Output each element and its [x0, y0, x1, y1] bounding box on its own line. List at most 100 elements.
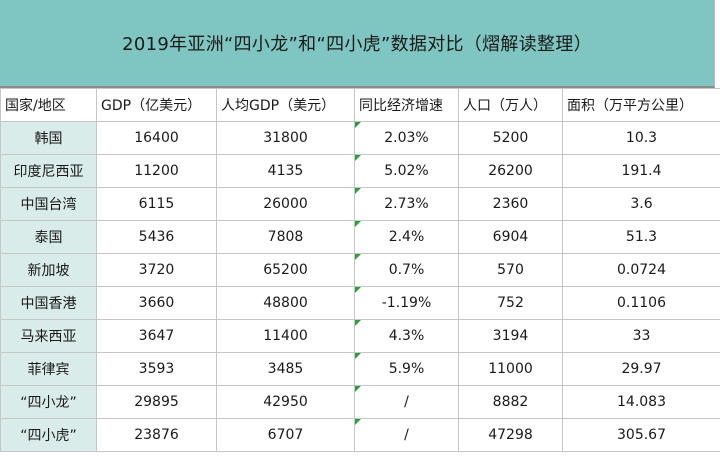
- cell-gdp[interactable]: 3593: [96, 352, 217, 386]
- title-cell[interactable]: 2019年亚洲“四小龙”和“四小虎”数据对比（熠解读整理）: [0, 0, 715, 88]
- cell-gdp-per-capita[interactable]: 11400: [216, 319, 355, 353]
- cell-growth-rate[interactable]: 2.03%: [354, 121, 459, 155]
- cell-growth-rate[interactable]: 5.02%: [354, 154, 459, 188]
- cell-population[interactable]: 2360: [458, 187, 563, 221]
- cell-area[interactable]: 0.1106: [562, 286, 720, 320]
- table-row: 新加坡 3720 65200 0.7% 570 0.0724: [0, 253, 720, 287]
- cell-value: 47298: [488, 427, 533, 443]
- cell-gdp-per-capita[interactable]: 3485: [216, 352, 355, 386]
- cell-gdp-per-capita[interactable]: 4135: [216, 154, 355, 188]
- cell-area[interactable]: 51.3: [562, 220, 720, 254]
- cell-growth-rate[interactable]: 2.73%: [354, 187, 459, 221]
- cell-value: 305.67: [617, 427, 666, 443]
- cell-value: 新加坡: [27, 263, 70, 279]
- cell-region[interactable]: 韩国: [0, 121, 97, 155]
- cell-value: 11000: [488, 361, 533, 377]
- cell-gdp[interactable]: 16400: [96, 121, 217, 155]
- cell-area[interactable]: 33: [562, 319, 720, 353]
- cell-gdp-per-capita[interactable]: 48800: [216, 286, 355, 320]
- header-gdp[interactable]: GDP（亿美元）: [96, 88, 217, 122]
- cell-gdp[interactable]: 6115: [96, 187, 217, 221]
- cell-gdp-per-capita[interactable]: 42950: [216, 385, 355, 419]
- cell-value: 3194: [492, 328, 529, 344]
- comment-marker-icon: [355, 155, 361, 161]
- cell-region[interactable]: 中国台湾: [0, 187, 97, 221]
- cell-value: 6115: [138, 196, 175, 212]
- cell-area[interactable]: 29.97: [562, 352, 720, 386]
- cell-gdp[interactable]: 11200: [96, 154, 217, 188]
- cell-region[interactable]: 菲律宾: [0, 352, 97, 386]
- cell-area[interactable]: 305.67: [562, 418, 720, 452]
- cell-value: 29.97: [621, 361, 662, 377]
- header-population[interactable]: 人口（万人）: [458, 88, 563, 122]
- cell-region[interactable]: 马来西亚: [0, 319, 97, 353]
- cell-population[interactable]: 3194: [458, 319, 563, 353]
- cell-growth-rate[interactable]: -1.19%: [354, 286, 459, 320]
- cell-region[interactable]: “四小虎”: [0, 418, 97, 452]
- table-row: 中国香港 3660 48800 -1.19% 752 0.1106: [0, 286, 720, 320]
- cell-gdp-per-capita[interactable]: 31800: [216, 121, 355, 155]
- cell-gdp[interactable]: 3647: [96, 319, 217, 353]
- cell-value: 4135: [267, 163, 304, 179]
- header-gdp-per-capita[interactable]: 人均GDP（美元）: [216, 88, 355, 122]
- cell-value: /: [404, 394, 409, 410]
- cell-value: 印度尼西亚: [13, 164, 84, 180]
- cell-value: 3660: [138, 295, 175, 311]
- cell-region[interactable]: 泰国: [0, 220, 97, 254]
- cell-value: 泰国: [34, 230, 63, 246]
- cell-growth-rate[interactable]: 5.9%: [354, 352, 459, 386]
- comment-marker-icon: [355, 221, 361, 227]
- cell-population[interactable]: 47298: [458, 418, 563, 452]
- comment-marker-icon: [355, 122, 361, 128]
- cell-population[interactable]: 8882: [458, 385, 563, 419]
- cell-area[interactable]: 3.6: [562, 187, 720, 221]
- cell-population[interactable]: 752: [458, 286, 563, 320]
- cell-population[interactable]: 26200: [458, 154, 563, 188]
- cell-gdp-per-capita[interactable]: 7808: [216, 220, 355, 254]
- table-row: 泰国 5436 7808 2.4% 6904 51.3: [0, 220, 720, 254]
- cell-value: 5200: [492, 130, 529, 146]
- table-row: 韩国 16400 31800 2.03% 5200 10.3: [0, 121, 720, 155]
- cell-value: 3.6: [630, 196, 653, 212]
- cell-value: 3647: [138, 328, 175, 344]
- cell-growth-rate[interactable]: 2.4%: [354, 220, 459, 254]
- cell-value: 11200: [134, 163, 179, 179]
- cell-gdp[interactable]: 3660: [96, 286, 217, 320]
- cell-gdp-per-capita[interactable]: 26000: [216, 187, 355, 221]
- cell-growth-rate[interactable]: /: [354, 418, 459, 452]
- cell-gdp[interactable]: 5436: [96, 220, 217, 254]
- comment-marker-icon: [355, 419, 361, 425]
- cell-population[interactable]: 11000: [458, 352, 563, 386]
- cell-gdp[interactable]: 29895: [96, 385, 217, 419]
- cell-region[interactable]: 新加坡: [0, 253, 97, 287]
- cell-value: 2.4%: [388, 229, 425, 245]
- cell-area[interactable]: 14.083: [562, 385, 720, 419]
- cell-growth-rate[interactable]: 0.7%: [354, 253, 459, 287]
- header-growth-rate[interactable]: 同比经济增速: [354, 88, 459, 122]
- comment-marker-icon: [355, 188, 361, 194]
- cell-value: 6904: [492, 229, 529, 245]
- cell-population[interactable]: 5200: [458, 121, 563, 155]
- cell-gdp-per-capita[interactable]: 6707: [216, 418, 355, 452]
- cell-value: “四小虎”: [20, 428, 77, 444]
- cell-area[interactable]: 0.0724: [562, 253, 720, 287]
- header-area[interactable]: 面积（万平方公里）: [562, 88, 720, 122]
- cell-value: 42950: [263, 394, 308, 410]
- cell-value: 0.7%: [388, 262, 425, 278]
- cell-growth-rate[interactable]: 4.3%: [354, 319, 459, 353]
- cell-gdp[interactable]: 3720: [96, 253, 217, 287]
- cell-gdp-per-capita[interactable]: 65200: [216, 253, 355, 287]
- cell-population[interactable]: 6904: [458, 220, 563, 254]
- cell-growth-rate[interactable]: /: [354, 385, 459, 419]
- cell-value: 0.1106: [617, 295, 666, 311]
- cell-gdp[interactable]: 23876: [96, 418, 217, 452]
- cell-area[interactable]: 191.4: [562, 154, 720, 188]
- cell-area[interactable]: 10.3: [562, 121, 720, 155]
- cell-region[interactable]: 印度尼西亚: [0, 154, 97, 188]
- cell-value: 29895: [134, 394, 179, 410]
- cell-population[interactable]: 570: [458, 253, 563, 287]
- header-region[interactable]: 国家/地区: [0, 88, 97, 122]
- table-title: 2019年亚洲“四小龙”和“四小虎”数据对比（熠解读整理）: [122, 34, 592, 55]
- cell-region[interactable]: 中国香港: [0, 286, 97, 320]
- cell-region[interactable]: “四小龙”: [0, 385, 97, 419]
